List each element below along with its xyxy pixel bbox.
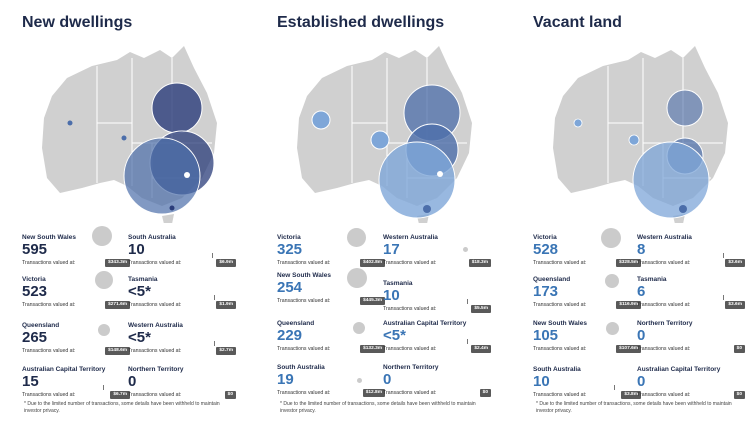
value-bubble	[353, 322, 365, 334]
stat-south-australia: South Australia 10 Transactions valued a…	[533, 366, 641, 424]
value-badge: $3.6m	[725, 301, 745, 309]
bubble-western-australia	[67, 120, 73, 126]
panel-new-dwellings: New dwellings New South Wales 595 Transa…	[22, 0, 262, 427]
bubble-tasmania	[423, 205, 431, 213]
stat-south-australia: South Australia 10 Transactions valued a…	[128, 234, 236, 292]
value-marker	[467, 299, 468, 304]
bubble-tasmania	[679, 205, 687, 213]
value-bubble	[347, 268, 367, 288]
value-badge: $402.8m	[360, 259, 385, 267]
value-bubble	[347, 228, 366, 247]
value-bubble	[92, 226, 112, 246]
stat-act: Australian Capital Territory 0 Transacti…	[637, 366, 745, 424]
bubble-tasmania	[169, 205, 175, 211]
value-marker	[103, 385, 104, 390]
australia-map	[533, 38, 750, 223]
value-badge: $0	[479, 389, 491, 397]
value-marker	[214, 341, 215, 346]
stat-queensland: Queensland 173 Transactions valued at: $…	[533, 274, 641, 334]
map-svg	[42, 46, 217, 223]
stat-victoria: Victoria 325 Transactions valued at: $40…	[277, 228, 385, 292]
stat-act: Australian Capital Territory <5* Transac…	[383, 320, 491, 378]
stat-nsw: New South Wales 254 Transactions valued …	[277, 268, 385, 330]
stat-nsw: New South Wales 595 Transactions valued …	[22, 226, 130, 292]
bubble-act	[184, 172, 190, 178]
value-badge: $3.6m	[725, 259, 745, 267]
stat-nsw: New South Wales 105 Transactions valued …	[533, 320, 641, 378]
stat-northern-territory: Northern Territory 0 Transactions valued…	[128, 366, 236, 424]
value-badge: $12.8m	[362, 389, 385, 397]
value-badge: $6.7m	[110, 391, 130, 399]
bubble-queensland	[151, 82, 203, 134]
footnote: * Due to the limited number of transacti…	[280, 401, 476, 414]
bubble-south-australia	[628, 134, 640, 146]
value-badge: $6.9m	[216, 259, 236, 267]
map-svg	[553, 46, 728, 223]
value-bubble	[463, 247, 468, 252]
stat-queensland: Queensland 265 Transactions valued at: $…	[22, 322, 130, 380]
panel-title: Established dwellings	[277, 14, 445, 31]
value-bubble	[605, 274, 619, 288]
bubble-act	[437, 171, 443, 177]
stat-tasmania: Tasmania <5* Transactions valued at: $1.…	[128, 276, 236, 334]
bubble-south-australia	[370, 130, 390, 150]
bubble-western-australia	[311, 110, 331, 130]
bubble-victoria	[378, 141, 456, 219]
value-marker	[214, 295, 215, 300]
value-bubble	[95, 271, 113, 289]
value-badge: $116.9m	[616, 301, 641, 309]
value-badge: $5.5m	[471, 305, 491, 313]
value-marker	[723, 253, 724, 258]
value-badge: $0	[733, 345, 745, 353]
bubble-victoria	[123, 137, 201, 215]
stat-northern-territory: Northern Territory 0 Transactions valued…	[383, 364, 491, 422]
australia-map	[22, 38, 262, 223]
value-badge: $271.6m	[105, 301, 130, 309]
stat-queensland: Queensland 229 Transactions valued at: $…	[277, 320, 385, 378]
value-bubble	[357, 378, 362, 383]
panel-established-dwellings: Established dwellings Victoria 325 Trans…	[277, 0, 517, 427]
value-badge: $132.3m	[360, 345, 385, 353]
stat-western-australia: Western Australia 8 Transactions valued …	[637, 234, 745, 292]
value-marker	[723, 295, 724, 300]
value-badge: $0	[224, 391, 236, 399]
stat-western-australia: Western Australia 17 Transactions valued…	[383, 234, 491, 292]
panel-title: New dwellings	[22, 14, 133, 31]
value-badge: $148.6m	[105, 347, 130, 355]
stat-western-australia: Western Australia <5* Transactions value…	[128, 322, 236, 380]
value-bubble	[606, 322, 619, 335]
bubble-queensland	[666, 89, 704, 127]
value-marker	[212, 253, 213, 258]
value-badge: $343.3m	[105, 259, 130, 267]
panel-vacant-land: Vacant land Victoria 528 Transactions va…	[533, 0, 750, 427]
panel-title: Vacant land	[533, 14, 622, 31]
value-badge: $0	[733, 391, 745, 399]
stat-tasmania: Tasmania 10 Transactions valued at: $5.5…	[383, 280, 491, 338]
bubble-south-australia	[121, 135, 127, 141]
value-bubble	[601, 228, 621, 248]
value-badge: $107.6m	[616, 345, 641, 353]
value-marker	[467, 339, 468, 344]
value-badge: $328.5m	[616, 259, 641, 267]
map-svg	[297, 46, 472, 223]
value-badge: $1.9m	[216, 301, 236, 309]
stat-act: Australian Capital Territory 15 Transact…	[22, 366, 130, 424]
stat-south-australia: South Australia 19 Transactions valued a…	[277, 364, 385, 422]
stat-northern-territory: Northern Territory 0 Transactions valued…	[637, 320, 745, 378]
value-badge: $3.8m	[621, 391, 641, 399]
stat-victoria: Victoria 528 Transactions valued at: $32…	[533, 228, 641, 292]
value-badge: $445.3m	[360, 297, 385, 305]
value-marker	[614, 385, 615, 390]
bubble-victoria	[632, 141, 710, 219]
value-badge: $18.3m	[468, 259, 491, 267]
value-badge: $2.4m	[471, 345, 491, 353]
stat-tasmania: Tasmania 6 Transactions valued at: $3.6m	[637, 276, 745, 334]
bubble-western-australia	[573, 118, 583, 128]
value-bubble	[98, 324, 110, 336]
footnote: * Due to the limited number of transacti…	[24, 401, 220, 414]
stat-victoria: Victoria 523 Transactions valued at: $27…	[22, 271, 130, 334]
value-badge: $2.7m	[216, 347, 236, 355]
australia-map	[277, 38, 517, 223]
footnote: * Due to the limited number of transacti…	[536, 401, 732, 414]
